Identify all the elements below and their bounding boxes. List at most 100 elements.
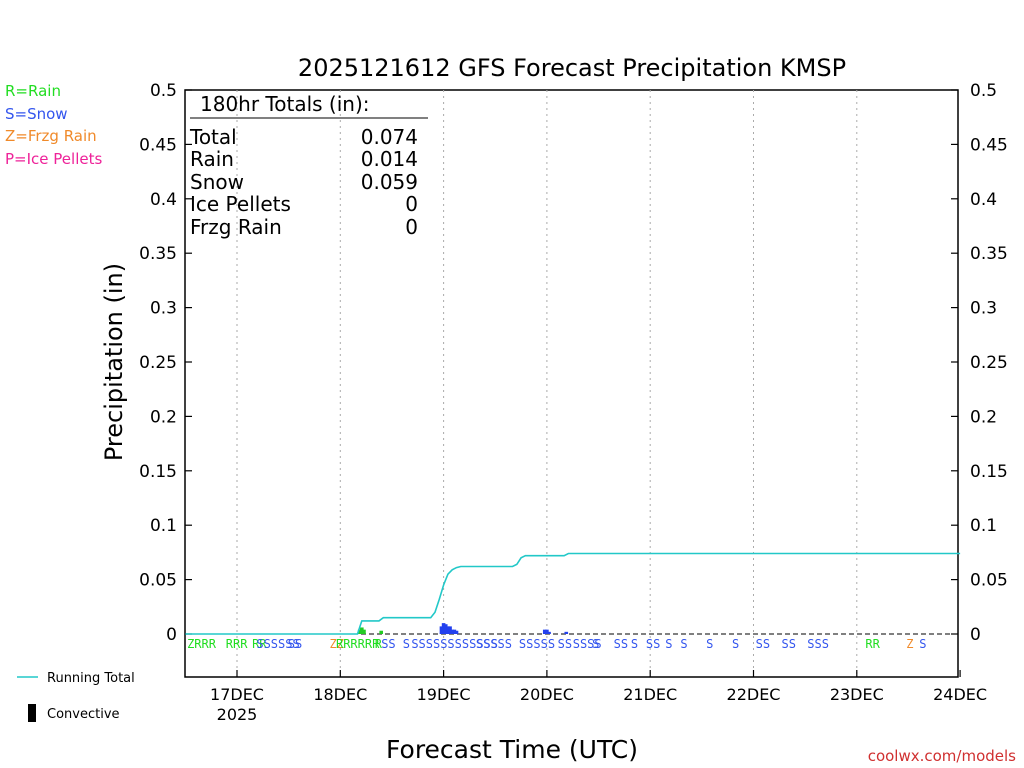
ptype-label: S [665,637,672,651]
precip-bar [545,629,549,634]
x-tick-label: 21DEC [623,685,677,704]
precip-bar [362,629,366,634]
precip-bar [357,629,362,634]
y-tick-label-left: 0.05 [139,571,177,591]
y-tick-label-left: 0 [166,625,177,645]
precip-bar [547,631,551,634]
y-tick-label-left: 0.3 [150,299,177,319]
precip-bar [450,629,455,634]
ptype-label: RR [865,637,880,651]
y-tick-label-left: 0.25 [139,353,177,373]
convective-legend-label: Convective [47,707,120,722]
y-tick-label-left: 0.45 [139,135,177,155]
ptype-label: S [919,637,926,651]
ptype-label: SS [558,637,572,651]
precip-bar [379,630,383,634]
precip-bar [452,629,457,634]
precip-bar [454,630,459,634]
ptype-label: ZZ [330,637,344,651]
x-tick-sublabel: 2025 [217,705,258,724]
ptype-label: SSSSS [476,637,512,651]
type-legend: R=Rain S=Snow Z=Frzg Rain P=Ice Pellets [5,82,102,168]
y-tick-label-left: 0.4 [150,190,177,210]
precip-bar [542,629,547,634]
y-axis-right: 0 0.05 0.1 0.15 0.2 0.25 0.3 0.35 0.4 0.45 0.5 [951,81,1008,645]
totals-value-snow: 0.059 [361,170,418,194]
running-total-line [185,552,961,635]
precip-bar [439,626,444,634]
plot-frame [184,89,959,678]
totals-label-ice-pellets: Ice Pellets [190,192,291,216]
x-tick-label: 22DEC [727,685,781,704]
ptype-label: RR [252,637,267,651]
x-tick-label: 17DEC [210,685,264,704]
ptype-label: SS [614,637,628,651]
legend-ice-pellets: P=Ice Pellets [5,150,102,168]
ptype-label: S [706,637,713,651]
totals-label-total: Total [189,125,237,149]
y-tick-label-right: 0.35 [970,244,1008,264]
x-tick-label: 24DEC [933,685,987,704]
totals-label-rain: Rain [190,147,234,171]
x-tick-label: 18DEC [313,685,367,704]
ptype-label: S [680,637,687,651]
ptype-label: SSSS [573,637,602,651]
convective-legend-swatch [28,704,36,722]
y-tick-label-right: 0.15 [970,462,1008,482]
precip-bars [357,623,569,634]
ptype-label: SSS [807,637,829,651]
y-tick-label-right: 0.5 [970,81,997,101]
precip-bar [443,624,448,634]
totals-value-rain: 0.014 [361,147,418,171]
chart-title: 2025121612 GFS Forecast Precipitation KM… [298,54,846,82]
legend-snow: S=Snow [5,105,68,123]
totals-label-snow: Snow [190,170,244,194]
ptype-label: SS [646,637,660,651]
y-tick-label-right: 0.45 [970,135,1008,155]
y-tick-label-left: 0.5 [150,81,177,101]
ptype-label: S [592,637,599,651]
y-tick-label-left: 0.35 [139,244,177,264]
y-tick-label-right: 0.25 [970,353,1008,373]
y-axis-left: 0 0.05 0.1 0.15 0.2 0.25 0.3 0.35 0.4 0.45 0.5 [139,81,192,645]
ptype-label: SSSSSSSSSSSS [411,637,498,651]
ptype-label: S [631,637,638,651]
ptype-label: SS [781,637,795,651]
y-tick-label-left: 0.2 [150,407,177,427]
precip-bar [446,626,450,634]
x-tick-label: 20DEC [520,685,574,704]
precip-bar [448,626,452,634]
precip-bar [441,623,446,634]
y-tick-label-right: 0.4 [970,190,997,210]
ptype-label: RRRRRR [336,637,380,651]
precip-bar [360,627,364,634]
y-tick-label-left: 0.15 [139,462,177,482]
y-axis-label: Precipitation (in) [100,263,128,461]
legend-rain: R=Rain [5,82,61,100]
ptype-label: SS [381,637,395,651]
x-tick-label: 19DEC [417,685,471,704]
precip-bar [564,631,569,634]
totals-label-frzg-rain: Frzg Rain [190,215,282,239]
y-tick-label-left: 0.1 [150,516,177,536]
ptype-label: RRR [226,637,248,651]
ptype-label: R [375,637,383,651]
y-tick-label-right: 0 [970,625,981,645]
ptype-label: SS [756,637,770,651]
ptype-label: S [403,637,410,651]
totals-value-total: 0.074 [361,125,418,149]
ptype-label: S [732,637,739,651]
y-tick-label-right: 0.2 [970,407,997,427]
ptype-label: SSSSS [519,637,555,651]
totals-value-ice-pellets: 0 [405,192,418,216]
series-legend: Running Total Convective [17,671,135,722]
x-tick-label: 23DEC [830,685,884,704]
y-tick-label-right: 0.05 [970,571,1008,591]
running-total-series [185,552,961,635]
ptype-label: Z [906,637,913,651]
ptype-label: SSSSSS [256,637,299,651]
gridlines [185,90,958,677]
